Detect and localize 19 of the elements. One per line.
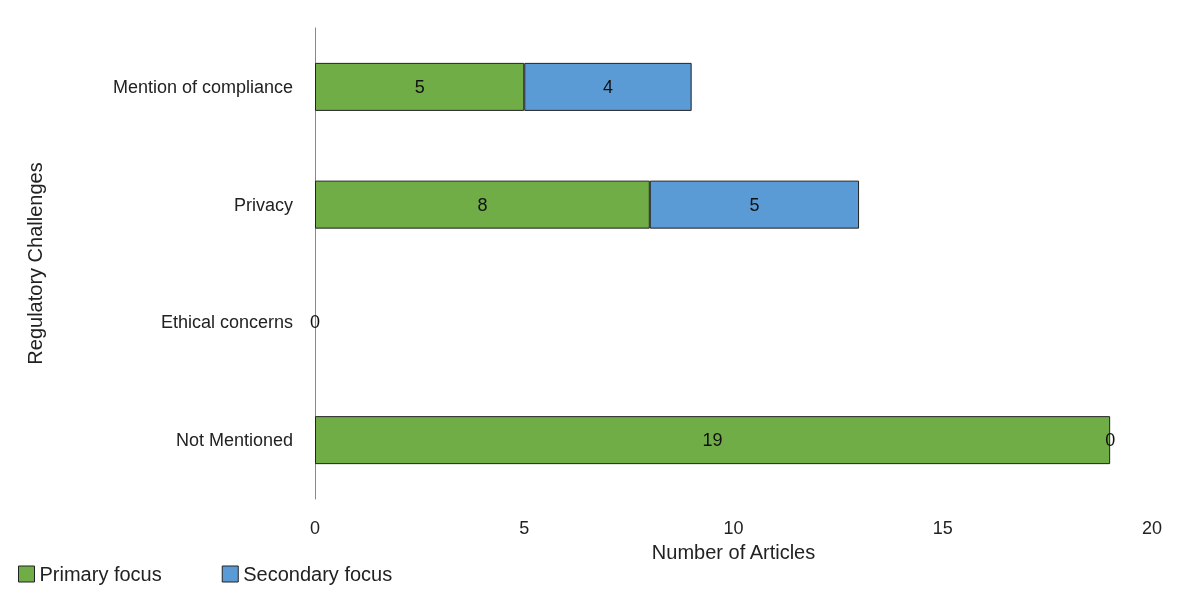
data-label: 19 [702,430,723,451]
legend-label: Primary focus [39,563,162,585]
data-label: 0 [309,312,321,333]
x-tick-label: 5 [519,518,530,538]
y-axis-title: Regulatory Challenges [24,162,46,365]
data-label: 4 [602,76,613,97]
data-label: 5 [414,76,425,97]
y-tick-label: Not Mentioned [175,430,293,451]
y-tick-label: Mention of compliance [112,76,293,97]
x-tick-label: 20 [1141,518,1163,538]
x-axis-title: Number of Articles [651,540,816,563]
x-tick-label: 0 [309,518,321,538]
legend-label: Secondary focus [243,563,393,585]
data-label: 5 [749,194,760,215]
data-label: 8 [477,194,488,215]
y-tick-label: Ethical concerns [160,312,293,333]
y-tick-label: Privacy [233,194,293,215]
x-tick-label: 15 [932,518,953,538]
x-tick-label: 10 [723,518,744,538]
